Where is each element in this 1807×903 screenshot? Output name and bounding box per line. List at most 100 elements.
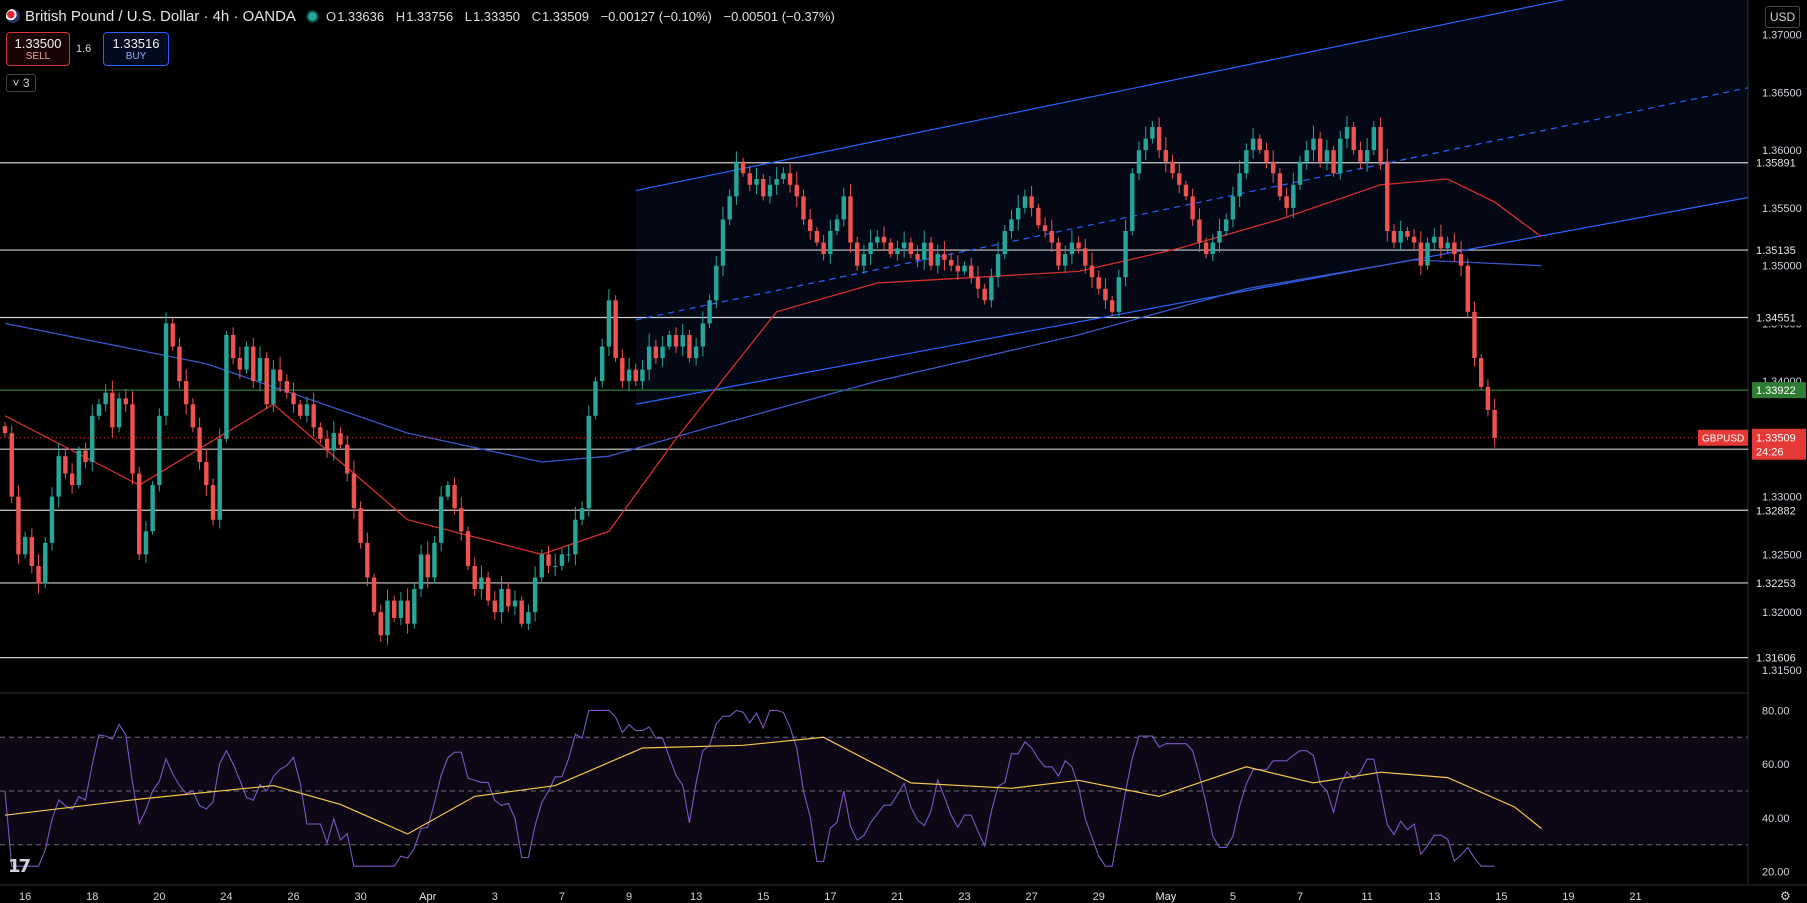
- change-value-2: −0.00501 (−0.37%): [723, 8, 835, 24]
- candle-body: [895, 248, 900, 255]
- candle-body: [579, 508, 585, 520]
- price-axis-tick: 1.33000: [1762, 492, 1802, 504]
- candle-body: [519, 600, 524, 624]
- time-axis-tick: 11: [1361, 891, 1372, 903]
- candle-body: [888, 242, 893, 255]
- candle-body: [948, 259, 954, 266]
- candle-body: [244, 346, 249, 370]
- channel-lower-line: [635, 196, 1749, 405]
- sell-button[interactable]: 1.33500 SELL: [6, 32, 70, 66]
- candle-body: [110, 392, 115, 428]
- candle-body: [881, 236, 887, 243]
- gbp-usd-flag-icon: [6, 9, 20, 23]
- candle-body: [63, 456, 68, 474]
- candle-body: [96, 404, 102, 416]
- candle-body: [1418, 242, 1424, 266]
- time-axis-tick: 21: [1629, 891, 1641, 903]
- candle-body: [620, 358, 625, 382]
- candle-body: [1378, 127, 1383, 162]
- time-axis-tick: May: [1155, 891, 1176, 903]
- candle-body: [740, 161, 746, 174]
- candle-body: [1364, 150, 1370, 162]
- candle-body: [418, 554, 424, 590]
- candle-body: [553, 565, 558, 567]
- change-value: −0.00127 (−0.10%): [600, 8, 712, 24]
- candle-body: [955, 265, 961, 272]
- buy-button[interactable]: 1.33516 BUY: [103, 32, 169, 66]
- price-axis-tick: 1.36000: [1762, 145, 1802, 157]
- channel-upper-line: [635, 0, 1566, 192]
- candle-body: [445, 485, 451, 497]
- time-axis-tick: 30: [355, 891, 367, 903]
- candle-body: [1479, 358, 1484, 387]
- candle-body: [1358, 150, 1363, 162]
- buy-label: BUY: [125, 51, 147, 62]
- candle-body: [438, 496, 444, 543]
- candle-body: [1324, 150, 1330, 162]
- candle-body: [163, 323, 169, 416]
- time-axis-tick: 21: [891, 891, 903, 903]
- rsi-axis-tick: 60.00: [1762, 759, 1790, 771]
- candle-body: [1338, 138, 1343, 174]
- candle-body: [459, 508, 464, 532]
- time-axis-tick: 24: [220, 891, 232, 903]
- candle-body: [1291, 184, 1296, 208]
- candle-body: [1230, 196, 1236, 220]
- candle-body: [1197, 219, 1202, 243]
- rsi-axis-tick: 40.00: [1762, 813, 1790, 825]
- time-axis-tick: 20: [153, 891, 165, 903]
- symbol-title[interactable]: British Pound / U.S. Dollar · 4h · OANDA: [25, 7, 296, 25]
- candle-body: [593, 381, 598, 416]
- countdown-tag: 24:26: [1756, 447, 1784, 459]
- candle-body: [1317, 138, 1323, 162]
- candle-body: [962, 265, 967, 272]
- candle-body: [1109, 300, 1115, 312]
- candle-body: [472, 565, 477, 590]
- level-label-bg: [1752, 574, 1806, 591]
- candle-body: [1465, 265, 1470, 312]
- candle-body: [707, 300, 712, 324]
- indicators-toggle[interactable]: ˅ 3: [6, 74, 36, 92]
- candle-body: [754, 179, 759, 185]
- time-axis-tick: 26: [287, 891, 299, 903]
- tradingview-logo: 17: [8, 856, 31, 877]
- price-axis-tick: 1.37000: [1762, 30, 1802, 42]
- channel-middle-line: [635, 87, 1749, 321]
- candle-body: [1492, 410, 1497, 438]
- candle-body: [1029, 196, 1034, 208]
- candle-body: [969, 265, 974, 278]
- candle-body: [700, 323, 706, 347]
- candle-body: [1022, 196, 1028, 208]
- time-axis-tick: 16: [19, 891, 31, 903]
- candle-body: [761, 179, 766, 197]
- candle-body: [828, 231, 833, 255]
- candle-body: [573, 519, 578, 555]
- market-open-icon: [307, 11, 317, 21]
- time-axis-tick: 27: [1026, 891, 1038, 903]
- rsi-moving-average: [4, 736, 1542, 835]
- candle-body: [465, 531, 471, 566]
- candle-body: [1042, 225, 1048, 231]
- candle-body: [875, 236, 880, 243]
- candle-body: [928, 242, 934, 266]
- candle-body: [599, 346, 605, 382]
- candle-body: [1398, 231, 1403, 243]
- candle-body: [197, 427, 202, 462]
- candle-body: [103, 392, 108, 405]
- candle-body: [1049, 231, 1054, 243]
- candle-body: [345, 444, 350, 474]
- candle-body: [848, 196, 853, 243]
- rsi-line: [4, 709, 1495, 867]
- candle-body: [673, 334, 679, 347]
- candle-body: [566, 554, 571, 556]
- currency-button[interactable]: USD: [1765, 6, 1800, 28]
- level-label: 1.32253: [1756, 578, 1796, 590]
- candle-body: [1244, 150, 1249, 174]
- candle-body: [660, 346, 665, 359]
- time-axis-tick: 13: [690, 891, 702, 903]
- candle-body: [378, 612, 383, 636]
- candle-body: [1237, 173, 1242, 197]
- price-axis-tick: 1.31500: [1762, 665, 1802, 677]
- candle-body: [56, 456, 61, 497]
